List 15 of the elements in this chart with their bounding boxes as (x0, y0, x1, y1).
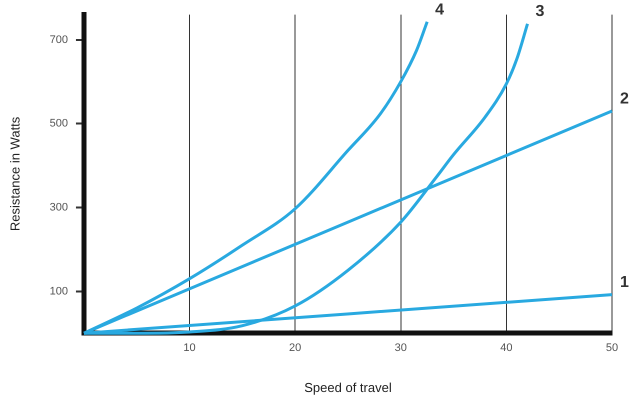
y-tick-label: 700 (50, 34, 68, 46)
series-label: 4 (435, 1, 444, 18)
series-label: 3 (536, 3, 545, 20)
series-label: 2 (620, 90, 629, 108)
series-label: 1 (620, 274, 629, 292)
y-axis-title: Resistance in Watts (7, 116, 22, 232)
y-tick-label: 500 (50, 118, 68, 130)
y-tick-label: 300 (50, 201, 68, 214)
x-axis-title: Speed of travel (304, 380, 392, 395)
x-tick-label: 30 (394, 342, 407, 354)
x-tick-label: 20 (289, 342, 302, 354)
y-tick-label: 100 (50, 285, 68, 298)
x-tick-label: 10 (183, 342, 196, 354)
x-tick-label: 50 (606, 342, 618, 354)
x-tick-label: 40 (500, 342, 513, 354)
